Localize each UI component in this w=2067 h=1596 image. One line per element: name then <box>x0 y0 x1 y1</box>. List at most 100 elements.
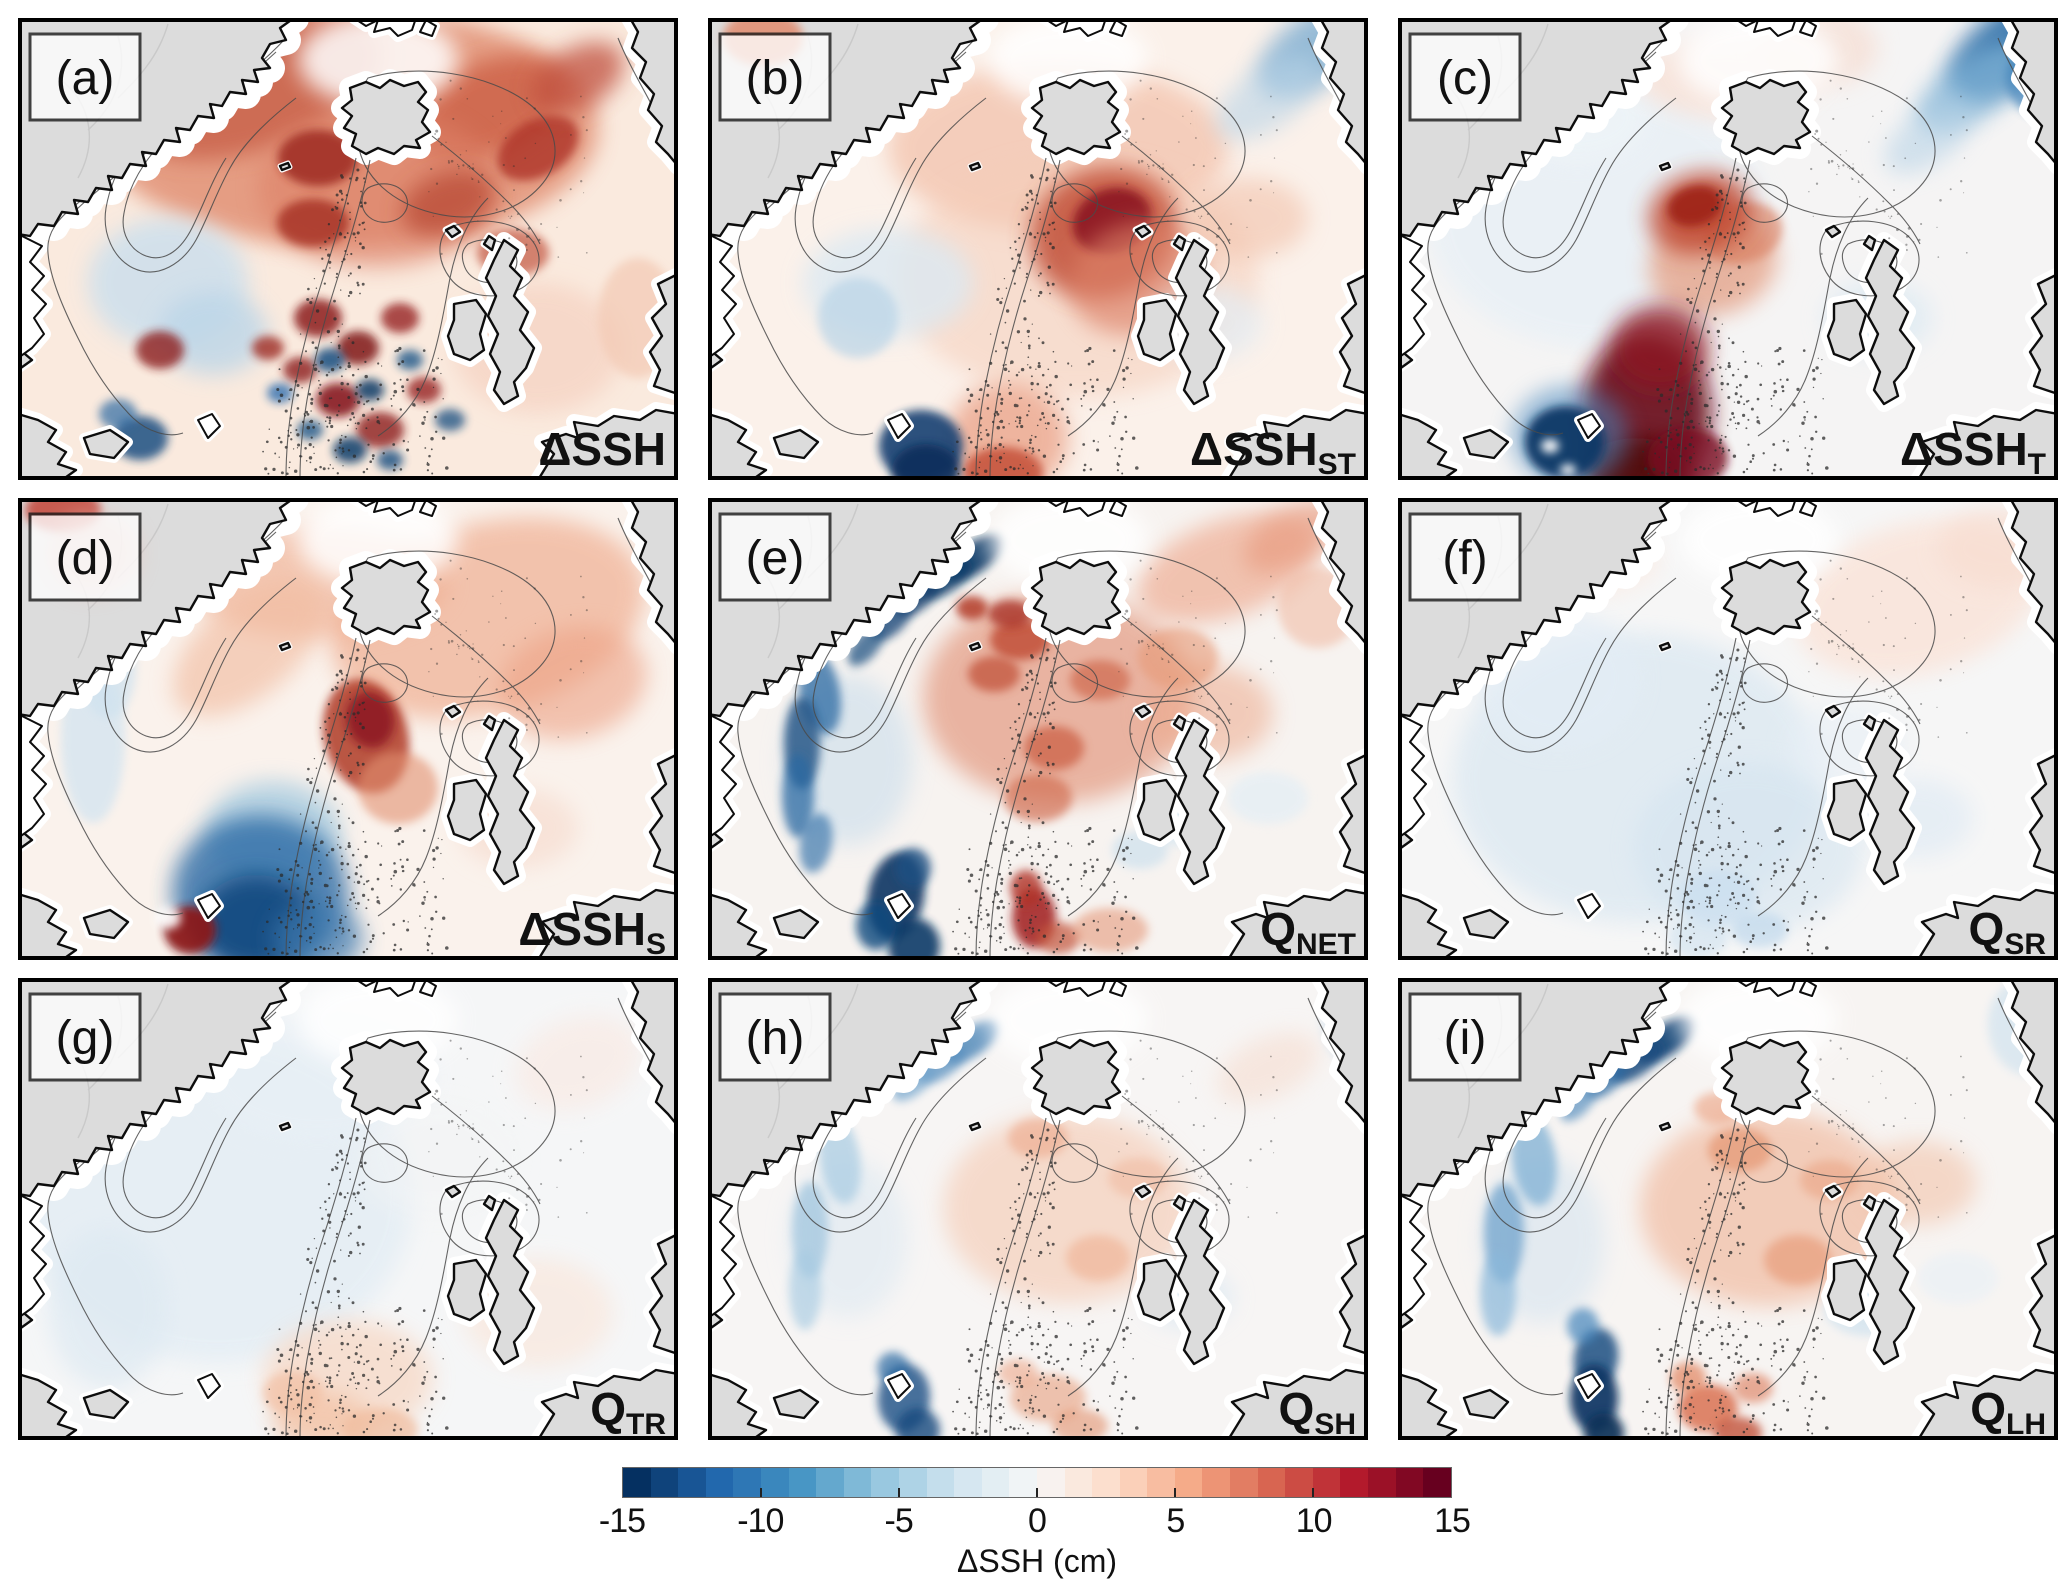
land-britain <box>1864 238 1916 406</box>
colorbar-cell <box>898 1468 927 1497</box>
ridge-speckles <box>952 1039 1278 1436</box>
land-continent <box>536 888 678 960</box>
land-scandinavia-south <box>2028 272 2058 396</box>
land-newfoundland <box>772 1388 820 1420</box>
map-canvas-e: (e) QNET <box>708 498 1368 960</box>
panel-tag: (h) <box>746 1012 805 1065</box>
land-iceland <box>1720 78 1812 156</box>
colorbar-tick-label: 0 <box>1028 1502 1047 1540</box>
panel-variable-label: ΔSSHT <box>1900 423 2046 480</box>
colorbar-cell <box>926 1468 955 1497</box>
colorbar-title: ΔSSH (cm) <box>956 1543 1118 1579</box>
land-newfoundland <box>1462 428 1510 460</box>
mask-greenland-se <box>18 713 47 839</box>
ridge-speckles <box>1642 79 1968 476</box>
colorbar-cell <box>1092 1468 1120 1497</box>
panel-variable-label: ΔSSH <box>538 423 666 475</box>
land-scandinavia-south <box>1338 1232 1368 1356</box>
colorbar-cell <box>1312 1468 1341 1497</box>
panel-border <box>708 18 1368 480</box>
panel-tag-box <box>1408 992 1522 1082</box>
map-canvas-c: (c) ΔSSHT <box>1398 18 2058 480</box>
colorbar-cell <box>788 1468 817 1497</box>
panel-border <box>708 498 1368 960</box>
land-labrador <box>708 1372 768 1440</box>
land-labrador <box>1398 1372 1458 1440</box>
ridge-speckles <box>262 559 588 956</box>
land-shetland <box>1172 1194 1187 1212</box>
land-ireland <box>1826 1258 1868 1322</box>
panel-tag-box <box>718 992 832 1082</box>
masked-ice-layer <box>708 18 1127 439</box>
land-scandinavia-south <box>1338 752 1368 876</box>
panel-border <box>18 498 678 960</box>
land-iceland <box>340 558 432 636</box>
land-jan-mayen <box>968 161 982 172</box>
land-britain <box>484 718 536 886</box>
land-shetland <box>482 714 497 732</box>
land-shetland <box>1862 234 1877 252</box>
colorbar-tick-label: -10 <box>737 1502 784 1540</box>
land-scandinavia-north <box>2008 978 2058 1128</box>
mask-greenland-se <box>18 1193 47 1319</box>
land-faroe <box>1824 1184 1842 1199</box>
land-ireland <box>1136 298 1178 362</box>
land-scandinavia-north <box>1318 18 1368 168</box>
colorbar-cell <box>760 1468 789 1497</box>
land-labrador <box>18 1372 78 1440</box>
land-scandinavia-south <box>648 1232 678 1356</box>
land-ireland <box>1826 298 1868 362</box>
map-canvas-f: (f) QSR <box>1398 498 2058 960</box>
mask-svalbard-islet <box>1799 19 1817 37</box>
panel-tag-box <box>718 512 832 602</box>
land-continent <box>1226 1368 1368 1440</box>
colorbar-cell <box>1064 1468 1093 1497</box>
colorbar-cell <box>1202 1468 1231 1497</box>
land-newfoundland <box>772 908 820 940</box>
land-scandinavia-north <box>628 498 678 648</box>
land-newfoundland <box>772 428 820 460</box>
mask-svalbard-islet <box>1799 979 1817 997</box>
land-scandinavia-south <box>648 272 678 396</box>
land-labrador <box>708 412 768 480</box>
colorbar-cell <box>954 1468 982 1497</box>
land-scandinavia-north <box>2008 498 2058 648</box>
colorbar <box>622 1467 1452 1498</box>
colorbar-cell <box>1395 1468 1424 1497</box>
ridge-speckles <box>1642 559 1968 956</box>
land-shetland <box>1172 234 1187 252</box>
masked-ice-layer <box>1398 498 1817 919</box>
masked-ice-layer <box>708 498 1127 919</box>
land-continent <box>1226 888 1368 960</box>
land-continent <box>1916 1368 2058 1440</box>
masked-ice-layer <box>1398 18 1817 439</box>
land-shetland <box>1862 1194 1877 1212</box>
mask-svalbard-islet <box>1109 499 1127 517</box>
land-shetland <box>1862 714 1877 732</box>
mask-greenland-se <box>708 713 737 839</box>
mask-svalbard-islet <box>1109 19 1127 37</box>
map-canvas-h: (h) QSH <box>708 978 1368 1440</box>
land-iceland <box>1720 1038 1812 1116</box>
land-scandinavia-north <box>2008 18 2058 168</box>
land-faroe <box>1824 224 1842 239</box>
land-jan-mayen <box>1658 641 1672 652</box>
panel-border <box>708 978 1368 1440</box>
panel-tag: (i) <box>1444 1012 1487 1065</box>
colorbar-cell <box>1036 1468 1065 1497</box>
land-faroe <box>444 1184 462 1199</box>
mask-farewell-islet <box>887 1373 911 1399</box>
land-britain <box>1864 718 1916 886</box>
colorbar-cell <box>1340 1468 1369 1497</box>
colorbar-cell <box>1368 1468 1396 1497</box>
panel-variable-label: ΔSSHS <box>518 903 666 960</box>
ridge-speckles <box>952 79 1278 476</box>
mask-greenland-se <box>1398 233 1427 359</box>
map-canvas-b: (b) ΔSSHST <box>708 18 1368 480</box>
mask-greenland-se <box>708 1193 737 1319</box>
colorbar-tick-label: -15 <box>598 1502 646 1540</box>
map-panel-b: (b) ΔSSHST <box>708 18 1368 480</box>
land-newfoundland <box>82 908 130 940</box>
land-labrador <box>18 892 78 960</box>
land-britain <box>1864 1198 1916 1366</box>
